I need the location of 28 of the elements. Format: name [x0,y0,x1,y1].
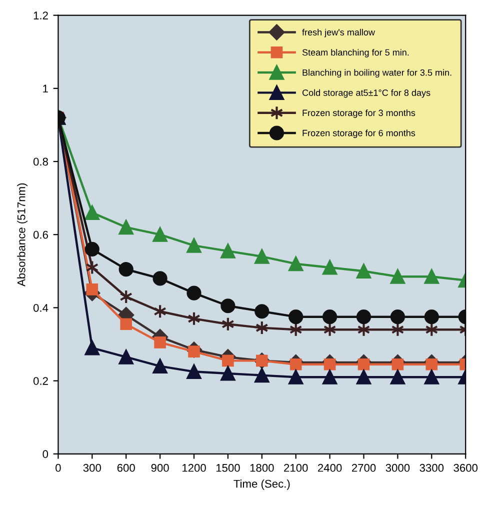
y-tick-label: 0 [42,450,48,458]
x-tick-label: 2100 [284,464,308,472]
y-tick-label: 1.2 [34,12,48,20]
x-tick-label: 1800 [250,464,274,472]
x-tick-label: 0 [56,464,61,472]
legend-label: Steam blanching for 5 min. [302,48,409,58]
legend-label: Frozen storage for 3 months [302,109,416,118]
legend-label: fresh jew's mallow [302,28,376,38]
legend-label: Cold storage at5±1°C for 8 days [302,89,430,98]
y-axis-title: Absorbance (517nm) [17,183,28,286]
x-tick-label: 600 [117,464,135,472]
x-tick-label: 1500 [216,464,240,472]
x-tick-label: 900 [151,464,169,472]
y-tick-label: 0.8 [33,158,48,166]
x-tick-label: 2700 [352,464,376,472]
x-tick-label: 300 [83,464,101,472]
legend-label: Blanching in boiling water for 3.5 min. [302,69,452,78]
x-tick-label: 2400 [318,464,342,472]
x-tick-label: 1200 [182,464,206,472]
y-tick-label: 0.6 [33,230,48,239]
x-axis-title: Time (Sec.) [234,480,290,490]
x-tick-label: 3300 [420,464,444,472]
x-tick-label: 3600 [454,464,478,472]
y-tick-label: 0.2 [33,377,48,385]
legend-label: Frozen storage for 6 months [302,130,416,138]
y-tick-label: 0.4 [33,304,48,312]
x-tick-label: 3000 [386,464,410,472]
y-tick-label: 1 [43,84,48,92]
